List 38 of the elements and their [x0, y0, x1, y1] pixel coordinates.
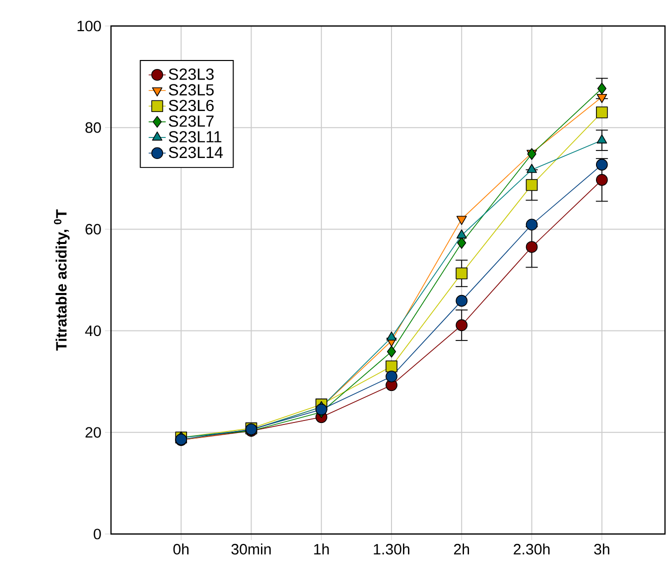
point	[386, 332, 397, 341]
legend-label: S23L7	[168, 115, 214, 127]
point	[526, 241, 538, 253]
x-tick-label: 30min	[231, 544, 271, 555]
point	[456, 319, 468, 332]
legend-label: S23L5	[168, 84, 214, 96]
point	[596, 106, 608, 118]
point	[456, 216, 467, 225]
y-tick-label: 100	[78, 20, 101, 32]
x-tick-label: 0h	[173, 544, 188, 555]
y-tick-label: 80	[85, 122, 101, 133]
y-tick-label: 20	[86, 427, 101, 438]
point	[596, 158, 608, 171]
point	[526, 179, 538, 191]
point	[526, 218, 538, 231]
y-axis-title: Titratable acidity, $^{0}$T	[54, 209, 70, 351]
y-tick-label: 60	[86, 224, 101, 234]
legend-label: S23L11	[168, 131, 222, 142]
x-tick-label: 1.30h	[374, 544, 410, 555]
point	[456, 294, 468, 307]
point	[456, 267, 468, 280]
point	[597, 82, 606, 94]
point	[386, 360, 398, 372]
point	[386, 346, 396, 358]
x-tick-label: 1h	[314, 544, 329, 554]
y-tick-label: 40	[85, 325, 101, 336]
point	[315, 404, 328, 416]
legend-label: S23L3	[168, 68, 214, 80]
point	[457, 237, 466, 249]
y-tick-label: 0	[94, 528, 101, 540]
x-tick-label: 2h	[454, 544, 470, 554]
point	[596, 174, 608, 186]
legend-label: S23L14	[168, 146, 223, 158]
legend-label: S23L6	[168, 100, 214, 112]
point	[596, 94, 608, 104]
x-tick-label: 3h	[594, 544, 610, 555]
point	[386, 370, 398, 382]
x-tick-label: 2.30h	[514, 544, 550, 555]
